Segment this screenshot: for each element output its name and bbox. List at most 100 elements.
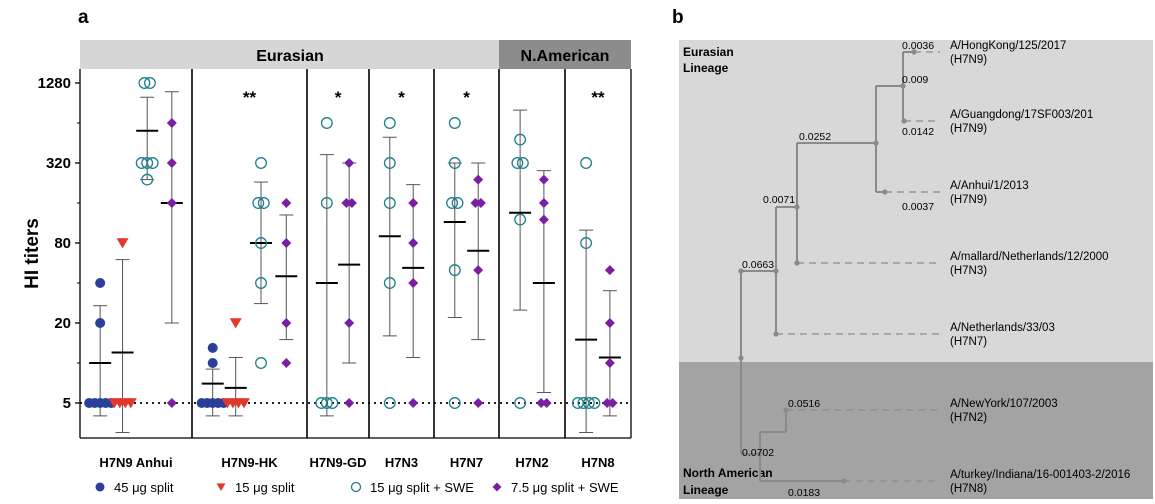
y-axis-label: HI titers bbox=[22, 218, 43, 289]
tree-node bbox=[757, 451, 763, 457]
tree-node bbox=[873, 140, 879, 146]
data-point bbox=[350, 481, 362, 493]
significance-mark: ** bbox=[243, 88, 257, 107]
data-point bbox=[95, 278, 106, 288]
y-tick-label: 20 bbox=[54, 315, 71, 332]
branch-length-label: 0.0183 bbox=[788, 487, 820, 499]
category-label: H7N7 bbox=[450, 455, 483, 470]
legend-label: 15 μg split bbox=[235, 480, 295, 495]
data-point bbox=[446, 197, 459, 209]
branch-length-label: 0.0663 bbox=[742, 259, 774, 271]
data-point bbox=[124, 398, 137, 409]
data-point bbox=[237, 398, 250, 409]
data-point bbox=[320, 397, 333, 409]
branch-length-label: 0.0037 bbox=[902, 201, 934, 213]
significance-mark: ** bbox=[591, 88, 605, 107]
tree-node bbox=[901, 118, 907, 124]
y-tick-label: 320 bbox=[46, 155, 71, 172]
data-point bbox=[514, 397, 527, 409]
data-point bbox=[141, 173, 154, 186]
leaf-label: A/Guangdong/17SF003/201 bbox=[950, 109, 1093, 121]
significance-mark: * bbox=[398, 88, 405, 107]
data-point bbox=[116, 238, 129, 249]
data-point bbox=[448, 117, 461, 129]
leaf-subtype: (H7N2) bbox=[950, 412, 987, 424]
data-point bbox=[344, 318, 355, 328]
namerican-header-bg bbox=[499, 40, 631, 69]
data-point bbox=[516, 157, 529, 169]
category-label: H7N3 bbox=[385, 455, 418, 470]
data-point bbox=[475, 198, 486, 208]
data-point bbox=[408, 278, 419, 288]
data-point bbox=[326, 397, 339, 409]
data-point bbox=[448, 397, 461, 409]
data-point bbox=[216, 483, 226, 492]
data-point bbox=[207, 358, 218, 368]
data-point bbox=[281, 318, 292, 328]
clade-eurasian-line2: Lineage bbox=[683, 61, 729, 75]
tree-b: 0.0036 0.009 0.0142 0.0252 0.0037 0.0071 0.066… bbox=[738, 40, 1130, 499]
data-point bbox=[408, 398, 419, 408]
data-point bbox=[538, 214, 549, 225]
tree-node bbox=[882, 189, 888, 195]
data-point bbox=[514, 133, 527, 146]
data-point bbox=[383, 277, 396, 289]
category-label: H7N8 bbox=[581, 455, 614, 470]
data-point bbox=[281, 198, 292, 208]
data-point bbox=[281, 358, 292, 368]
legend-label: 7.5 μg split + SWE bbox=[511, 480, 619, 495]
branch-length-label: 0.0702 bbox=[742, 447, 774, 459]
branch-length-label: 0.0516 bbox=[788, 398, 820, 410]
data-point bbox=[588, 397, 601, 409]
branch-length-label: 0.0142 bbox=[902, 126, 934, 138]
data-point bbox=[580, 157, 593, 169]
data-point bbox=[604, 265, 615, 276]
data-point bbox=[95, 318, 106, 328]
data-point bbox=[473, 265, 484, 276]
data-point bbox=[536, 398, 547, 408]
clade-namerican-line1: North American bbox=[683, 466, 773, 480]
clade-eurasian-line1: Eurasian bbox=[683, 45, 734, 59]
y-tick-label: 1280 bbox=[38, 75, 71, 92]
leaf-label: A/turkey/Indiana/16-001403-2/2016 bbox=[950, 469, 1130, 481]
branch-length-label: 0.0036 bbox=[902, 40, 934, 52]
leaf-label: A/mallard/Netherlands/12/2000 bbox=[950, 251, 1109, 263]
tree-node bbox=[738, 268, 744, 274]
y-tick-label: 5 bbox=[63, 395, 71, 412]
data-point bbox=[143, 77, 156, 89]
data-point bbox=[344, 158, 355, 168]
data-point bbox=[166, 198, 177, 208]
legend-label: 45 μg split bbox=[114, 480, 174, 495]
panel-a-letter: a bbox=[78, 7, 89, 28]
legend-label: 15 μg split + SWE bbox=[370, 480, 474, 495]
tree-eurasian-bg bbox=[679, 40, 1153, 362]
tree-node bbox=[773, 331, 779, 337]
data-point bbox=[138, 77, 151, 89]
panel-b-letter: b bbox=[672, 7, 684, 28]
data-point bbox=[470, 198, 481, 208]
data-point bbox=[408, 198, 419, 208]
data-point bbox=[538, 198, 549, 208]
branch-length-label: 0.009 bbox=[902, 74, 928, 86]
tree-node bbox=[911, 49, 917, 55]
data-point bbox=[473, 398, 484, 408]
leaf-subtype: (H7N9) bbox=[950, 123, 987, 135]
clade-namerican-line2: Lineage bbox=[683, 483, 729, 497]
data-point bbox=[257, 197, 270, 209]
tree-node bbox=[794, 204, 800, 210]
tree-node bbox=[738, 355, 744, 361]
category-label: H7N9 Anhui bbox=[99, 455, 172, 470]
category-label: H7N9-GD bbox=[309, 455, 366, 470]
significance-mark: * bbox=[463, 88, 470, 107]
leaf-subtype: (H7N7) bbox=[950, 336, 987, 348]
leaf-subtype: (H7N9) bbox=[950, 54, 987, 66]
data-point bbox=[281, 238, 292, 248]
data-point bbox=[473, 174, 484, 185]
panel-a: a Eurasian N.American 5 20 80 320 1280 HI tit… bbox=[22, 7, 632, 495]
eurasian-header: Eurasian bbox=[256, 48, 324, 65]
branch-length-label: 0.0071 bbox=[763, 194, 795, 206]
data-point bbox=[166, 398, 177, 408]
panel-b: b Eurasian Lineage North American Lineag… bbox=[672, 7, 1153, 499]
data-point bbox=[320, 197, 333, 209]
